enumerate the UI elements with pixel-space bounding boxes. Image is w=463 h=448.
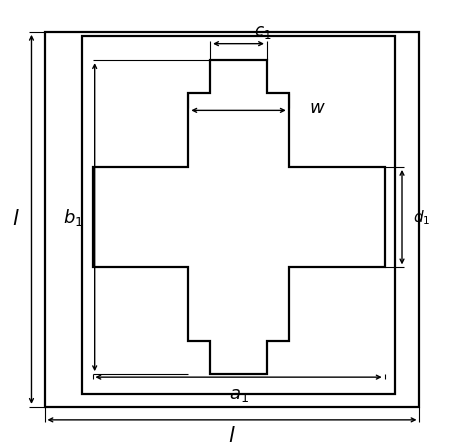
Bar [81,36,394,394]
Text: $c_1$: $c_1$ [253,24,271,41]
Text: $w$: $w$ [308,99,325,117]
Bar [44,32,419,407]
Text: $d_1$: $d_1$ [412,208,429,227]
Text: $a_1$: $a_1$ [228,387,248,405]
Text: $l$: $l$ [228,426,235,446]
Polygon shape [92,60,384,374]
Text: $b_1$: $b_1$ [63,207,83,228]
Text: $l$: $l$ [13,209,20,229]
